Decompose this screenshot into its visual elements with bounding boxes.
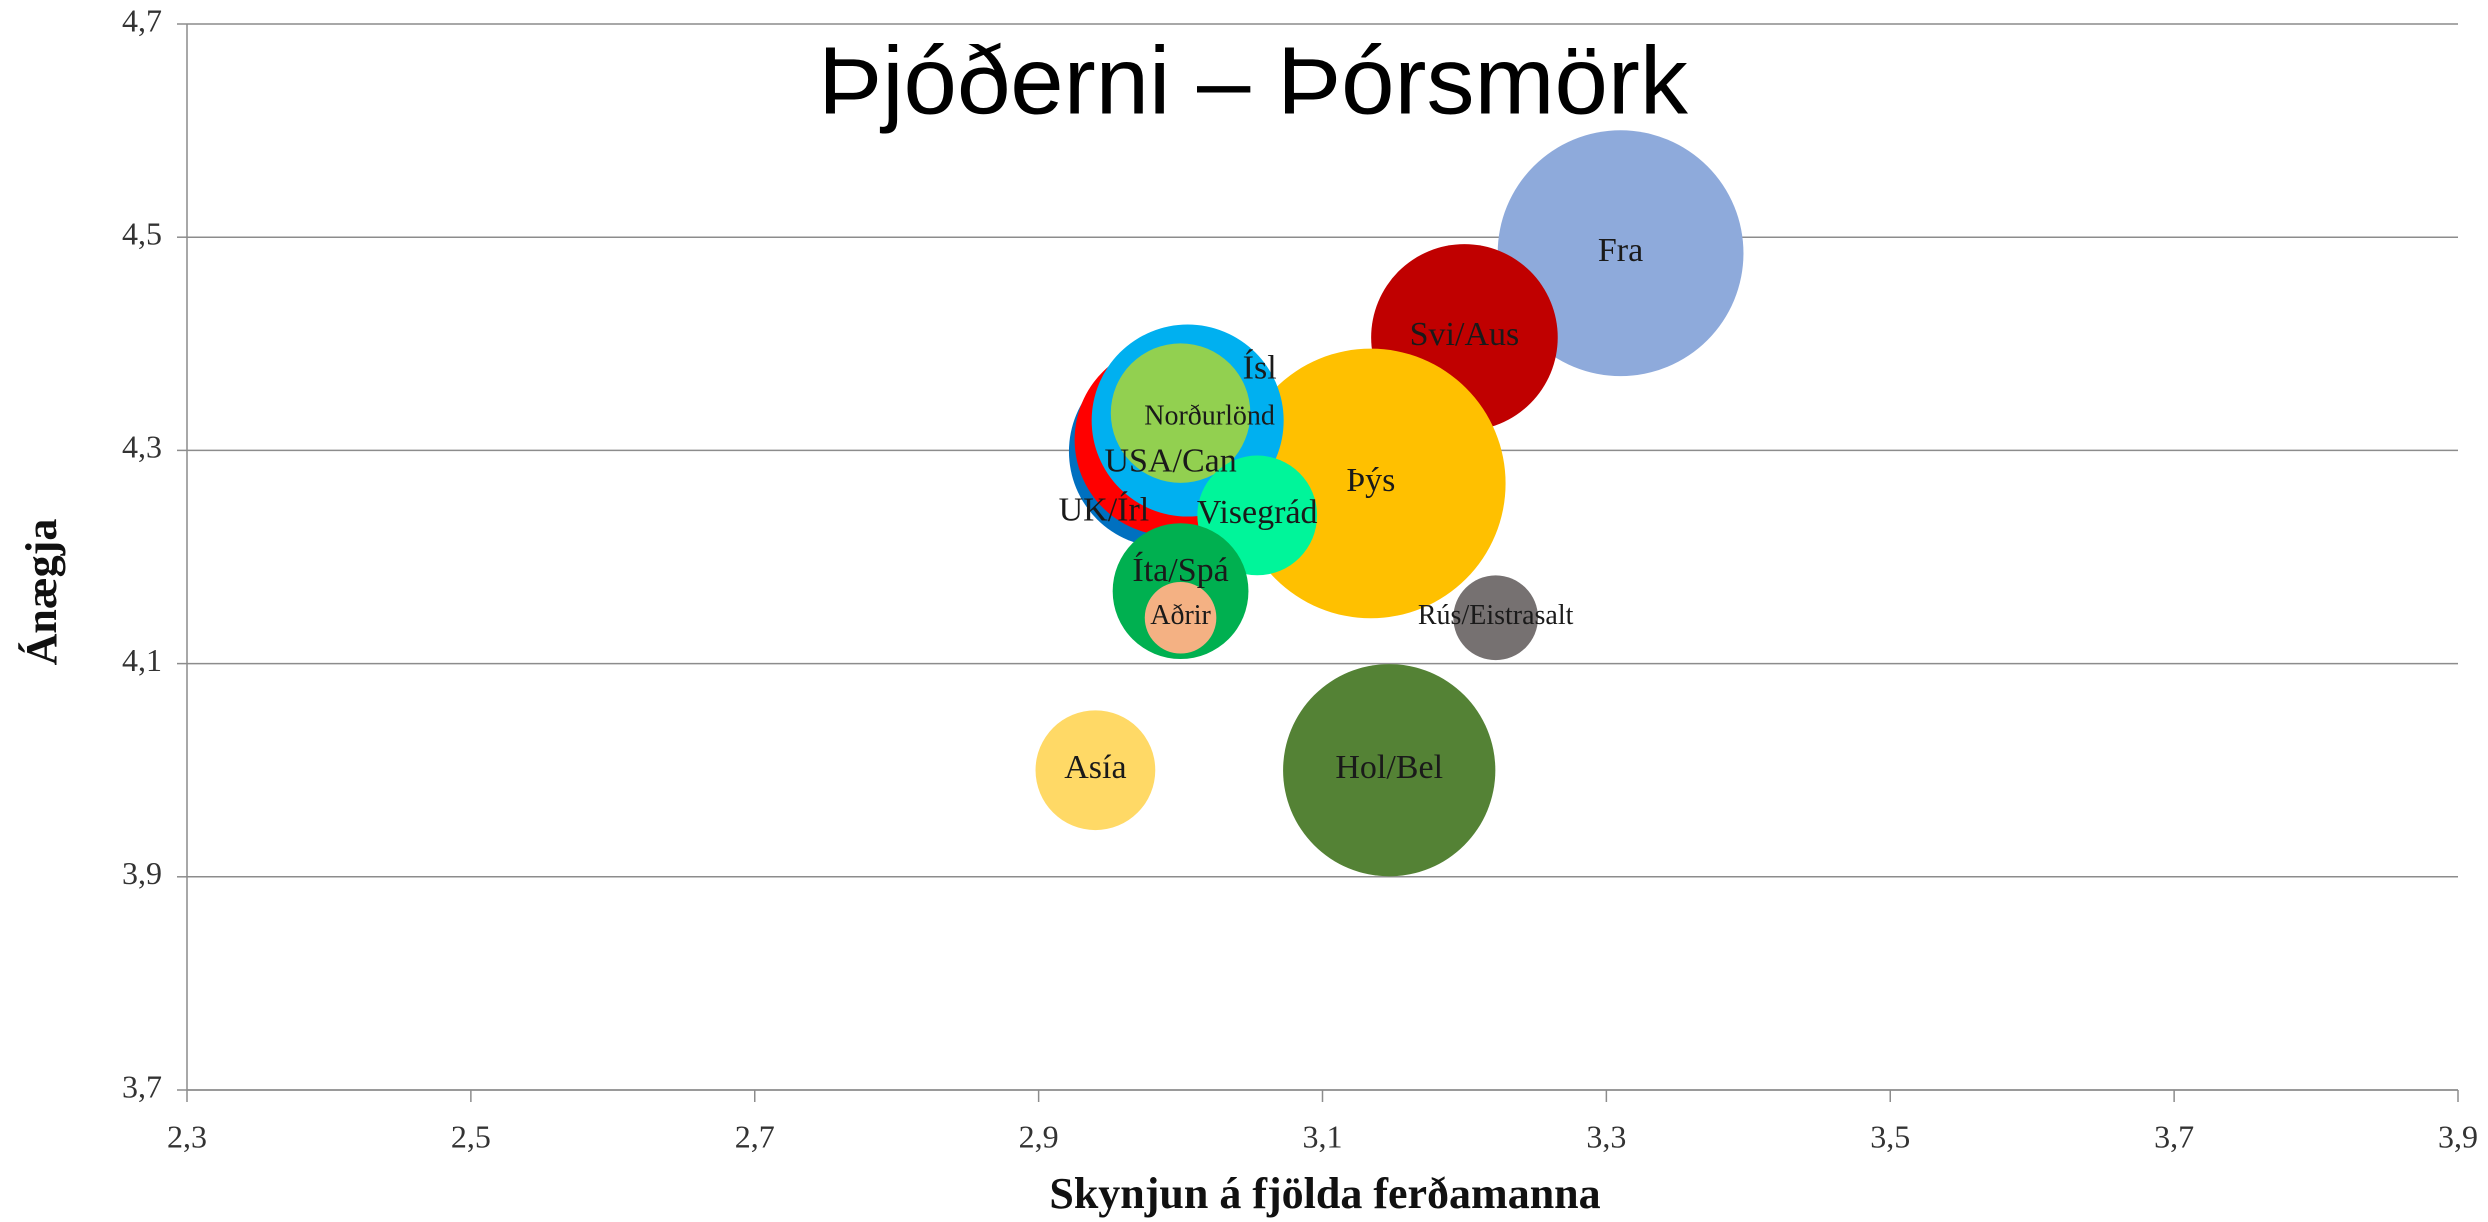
x-tick-label: 2,5 xyxy=(451,1118,491,1154)
bubble xyxy=(1283,664,1496,877)
y-tick-label: 3,9 xyxy=(122,855,162,891)
bubble-label: Svi/Aus xyxy=(1410,316,1520,353)
y-tick-label: 4,3 xyxy=(122,429,162,465)
x-tick-label: 3,5 xyxy=(1870,1118,1910,1154)
bubble-label: USA/Can xyxy=(1105,443,1237,480)
bubble-label: Fra xyxy=(1598,232,1643,269)
x-tick-label: 3,1 xyxy=(1303,1118,1343,1154)
bubble-label: Þýs xyxy=(1346,462,1395,499)
x-tick-label: 3,7 xyxy=(2154,1118,2194,1154)
bubble-label: Ísl xyxy=(1243,349,1277,386)
y-tick-label: 4,5 xyxy=(122,216,162,252)
x-tick-label: 3,9 xyxy=(2438,1118,2478,1154)
y-tick-label: 4,7 xyxy=(122,2,162,38)
y-axis-title: Ánægja xyxy=(17,519,66,666)
bubble-label: Asía xyxy=(1064,749,1126,786)
x-tick-label: 2,9 xyxy=(1019,1118,1059,1154)
bubble-label: Rús/Eistrasalt xyxy=(1418,600,1574,631)
bubble xyxy=(1110,343,1251,483)
x-axis-title: Skynjun á fjölda ferðamanna xyxy=(1049,1169,1600,1218)
bubble xyxy=(1497,130,1744,377)
bubble-label: Norðurlönd xyxy=(1144,401,1275,432)
x-tick-label: 2,7 xyxy=(735,1118,775,1154)
bubble-label: Hol/Bel xyxy=(1335,749,1443,786)
bubble xyxy=(1144,581,1217,654)
y-tick-label: 3,7 xyxy=(122,1068,162,1104)
bubble xyxy=(1035,710,1156,831)
bubble-label: Íta/Spá xyxy=(1132,552,1228,589)
y-tick-label: 4,1 xyxy=(122,642,162,678)
bubble-label: Aðrir xyxy=(1150,600,1211,631)
bubble-label: Visegrád xyxy=(1197,494,1318,531)
bubble-label: UK/Írl xyxy=(1059,491,1150,528)
x-tick-label: 2,3 xyxy=(167,1118,207,1154)
x-tick-label: 3,3 xyxy=(1586,1118,1626,1154)
chart-title: Þjóðerni – Þórsmörk xyxy=(818,27,1689,134)
bubble xyxy=(1453,575,1538,661)
